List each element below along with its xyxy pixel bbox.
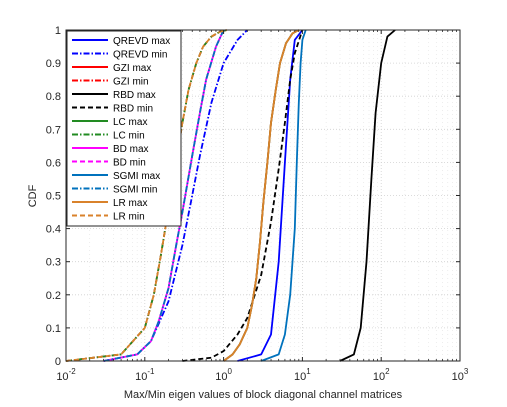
x-tick-label: 100 xyxy=(215,367,232,383)
y-tick-label: 0.2 xyxy=(46,290,61,302)
legend-label: BD max xyxy=(113,144,149,155)
x-tick-base: 10 xyxy=(452,371,464,383)
x-tick-base: 10 xyxy=(373,371,385,383)
series-lines xyxy=(65,29,396,362)
legend-label: LR min xyxy=(113,212,145,223)
series-line-rbd-min xyxy=(182,29,304,362)
legend-label: SGMI max xyxy=(113,171,160,182)
legend-label: GZI min xyxy=(113,77,149,88)
legend-label: LR max xyxy=(113,198,147,209)
y-tick-label: 0.7 xyxy=(46,124,61,136)
series-line-sgmi-max xyxy=(260,29,307,362)
legend-label: QREVD max xyxy=(113,36,170,47)
x-tick-label: 10-1 xyxy=(135,367,155,383)
legend-label: GZI max xyxy=(113,63,151,74)
y-tick-label: 0 xyxy=(55,356,61,368)
x-tick-label: 101 xyxy=(294,367,311,383)
series-line-qrevd-max xyxy=(237,29,304,362)
series-line-sgmi-min xyxy=(103,29,225,362)
x-tick-label: 103 xyxy=(452,367,469,383)
y-tick-label: 0.8 xyxy=(46,91,61,103)
x-tick-base: 10 xyxy=(135,371,147,383)
x-tick-label: 102 xyxy=(373,367,390,383)
x-tick-exponent: -1 xyxy=(147,367,155,376)
x-tick-exponent: 2 xyxy=(385,367,390,376)
x-tick-exponent: 0 xyxy=(227,367,232,376)
legend-label: LC max xyxy=(113,117,147,128)
x-tick-exponent: 1 xyxy=(306,367,311,376)
y-tick-label: 0.9 xyxy=(46,58,61,70)
x-tick-labels: 10-2 10-1 100 101 102 103 xyxy=(56,367,469,383)
y-tick-label: 0.5 xyxy=(46,191,61,203)
legend-label: BD min xyxy=(113,158,146,169)
x-tick-base: 10 xyxy=(56,371,68,383)
x-tick-base: 10 xyxy=(215,371,227,383)
y-tick-label: 1 xyxy=(55,25,61,37)
y-tick-label: 0.1 xyxy=(46,323,61,335)
x-tick-label: 10-2 xyxy=(56,367,76,383)
x-tick-exponent: -2 xyxy=(69,367,77,376)
legend-label: QREVD min xyxy=(113,50,167,61)
series-line-lr-max xyxy=(223,29,300,362)
x-tick-base: 10 xyxy=(294,371,306,383)
legend-label: RBD max xyxy=(113,90,156,101)
y-tick-label: 0.6 xyxy=(46,157,61,169)
y-tick-label: 0.4 xyxy=(46,224,61,236)
legend: QREVD max QREVD min GZI max GZI min RBD max R… xyxy=(66,30,182,227)
legend-label: LC min xyxy=(113,131,145,142)
legend-box xyxy=(66,30,182,227)
y-tick-label: 0.3 xyxy=(46,257,61,269)
x-tick-exponent: 3 xyxy=(464,367,469,376)
y-tick-labels: 0 0.1 0.2 0.3 0.4 0.5 0.6 0.7 0.8 0.9 1 xyxy=(46,25,61,368)
y-axis-label: CDF xyxy=(27,184,39,207)
legend-label: RBD min xyxy=(113,104,153,115)
series-line-rbd-max xyxy=(339,29,396,362)
legend-label: SGMI min xyxy=(113,185,157,196)
x-axis-label: Max/Min eigen values of block diagonal c… xyxy=(124,389,403,401)
